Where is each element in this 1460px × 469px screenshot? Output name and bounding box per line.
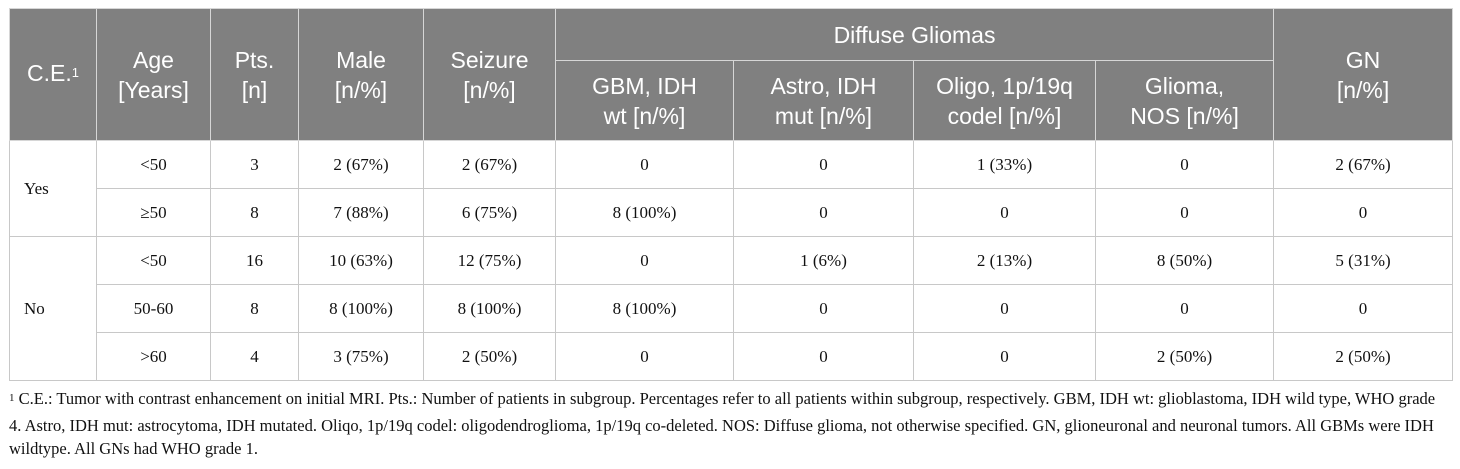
cell-seizure: 6 (75%): [423, 188, 556, 237]
cell-age: <50: [96, 140, 211, 189]
cell-nos: 8 (50%): [1094, 236, 1275, 285]
cell-pts: 8: [210, 284, 299, 333]
footnote-text: C.E.: Tumor with contrast enhancement on…: [9, 389, 1436, 458]
cell-oligo: 0: [913, 188, 1096, 237]
cell-oligo: 1 (33%): [913, 140, 1096, 189]
cell-gn: 2 (67%): [1273, 140, 1454, 189]
cell-oligo: 0: [913, 284, 1096, 333]
header-ce: C.E.1: [9, 8, 97, 141]
cell-gn: 2 (50%): [1273, 332, 1454, 381]
cell-gn: 5 (31%): [1273, 236, 1454, 285]
cell-age: <50: [96, 236, 211, 285]
cell-pts: 16: [210, 236, 299, 285]
table-container: C.E.1 Age [Years] Pts. [n] Male [n/%] Seizu…: [9, 8, 1454, 381]
ce-group-label: Yes: [9, 140, 97, 237]
cell-astro: 0: [733, 284, 914, 333]
header-diffuse-gliomas: Diffuse Gliomas: [554, 8, 1275, 61]
results-table: C.E.1 Age [Years] Pts. [n] Male [n/%] Seizu…: [9, 8, 1454, 381]
table-row: >60 4 3 (75%) 2 (50%) 0 0 0 2 (50%) 2 (5…: [10, 332, 1454, 381]
cell-gbm: 0: [555, 236, 734, 285]
cell-pts: 3: [210, 140, 299, 189]
cell-nos: 0: [1094, 188, 1275, 237]
cell-male: 2 (67%): [298, 140, 424, 189]
cell-gbm: 0: [555, 332, 734, 381]
table-body: Yes <50 3 2 (67%) 2 (67%) 0 0 1 (33%) 0 …: [9, 140, 1454, 381]
cell-age: 50-60: [96, 284, 211, 333]
cell-age: ≥50: [96, 188, 211, 237]
cell-gbm: 0: [555, 140, 734, 189]
header-gbm: GBM, IDH wt [n/%]: [555, 60, 734, 141]
cell-male: 7 (88%): [298, 188, 424, 237]
table-row: Yes <50 3 2 (67%) 2 (67%) 0 0 1 (33%) 0 …: [9, 140, 1454, 237]
cell-male: 8 (100%): [298, 284, 424, 333]
header-pts: Pts. [n]: [210, 8, 299, 141]
cell-gn: 0: [1273, 284, 1454, 333]
header-nos: Glioma, NOS [n/%]: [1094, 60, 1275, 141]
cell-pts: 4: [210, 332, 299, 381]
table-row: ≥50 8 7 (88%) 6 (75%) 8 (100%) 0 0 0 0: [10, 188, 1454, 237]
header-oligo: Oligo, 1p/19q codel [n/%]: [913, 60, 1096, 141]
cell-age: >60: [96, 332, 211, 381]
header-astro: Astro, IDH mut [n/%]: [733, 60, 914, 141]
ce-group-label: No: [9, 236, 97, 381]
cell-male: 10 (63%): [298, 236, 424, 285]
cell-nos: 2 (50%): [1094, 332, 1275, 381]
table-footnote: 1 C.E.: Tumor with contrast enhancement …: [9, 387, 1449, 461]
cell-oligo: 2 (13%): [913, 236, 1096, 285]
cell-gbm: 8 (100%): [555, 284, 734, 333]
header-male: Male [n/%]: [298, 8, 424, 141]
cell-astro: 0: [733, 332, 914, 381]
cell-nos: 0: [1094, 140, 1275, 189]
cell-nos: 0: [1094, 284, 1275, 333]
header-seizure: Seizure [n/%]: [423, 8, 556, 141]
cell-male: 3 (75%): [298, 332, 424, 381]
header-gn: GN [n/%]: [1273, 8, 1454, 141]
cell-seizure: 12 (75%): [423, 236, 556, 285]
cell-gbm: 8 (100%): [555, 188, 734, 237]
cell-astro: 1 (6%): [733, 236, 914, 285]
table-row: No <50 16 10 (63%) 12 (75%) 0 1 (6%) 2 (…: [9, 236, 1454, 381]
cell-astro: 0: [733, 188, 914, 237]
table-row: 50-60 8 8 (100%) 8 (100%) 8 (100%) 0 0 0…: [10, 284, 1454, 333]
footnote-marker: 1: [9, 392, 15, 404]
header-age: Age [Years]: [96, 8, 211, 141]
cell-seizure: 2 (50%): [423, 332, 556, 381]
cell-oligo: 0: [913, 332, 1096, 381]
cell-astro: 0: [733, 140, 914, 189]
cell-pts: 8: [210, 188, 299, 237]
cell-seizure: 8 (100%): [423, 284, 556, 333]
cell-seizure: 2 (67%): [423, 140, 556, 189]
table-header: C.E.1 Age [Years] Pts. [n] Male [n/%] Seizu…: [9, 8, 1454, 141]
cell-gn: 0: [1273, 188, 1454, 237]
